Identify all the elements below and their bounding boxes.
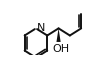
Text: N: N — [37, 23, 45, 33]
Polygon shape — [57, 28, 61, 42]
Text: OH: OH — [53, 44, 70, 54]
